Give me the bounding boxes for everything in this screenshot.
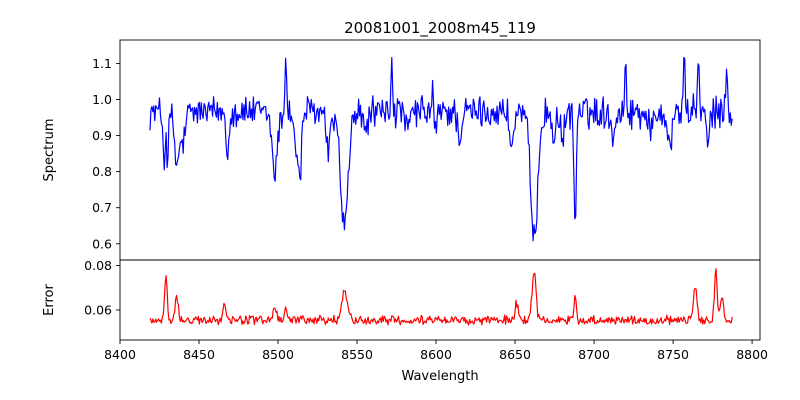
spectrum-ytick-label: 0.6	[92, 236, 112, 251]
xtick-label: 8650	[499, 347, 531, 362]
spectrum-axes-frame	[119, 39, 761, 261]
xtick-label: 8450	[183, 347, 215, 362]
spectrum-ytick-label: 0.8	[92, 164, 112, 179]
error-series-line	[149, 268, 733, 326]
spectrum-axis-label: Spectrum	[42, 119, 57, 182]
chart-title: 20081001_2008m45_119	[344, 19, 536, 38]
xtick-label: 8500	[262, 347, 294, 362]
xtick-label: 8700	[578, 347, 610, 362]
error-panel: 0.06 0.08 8400 8450 8500 8550 8600 8650 8700 8750…	[84, 258, 768, 362]
spectrum-ytick-label: 1.1	[92, 56, 112, 71]
spectrum-panel: 0.6 0.7 0.8 0.9 1.0 1.1	[92, 39, 761, 261]
xtick-label: 8550	[341, 347, 373, 362]
spectrum-ytick-label: 0.9	[92, 128, 112, 143]
error-axis-label: Error	[42, 284, 57, 316]
error-axes-frame	[119, 259, 761, 341]
xtick-label: 8400	[104, 347, 136, 362]
error-ytick-label: 0.06	[84, 303, 112, 318]
spectrum-ytick-label: 1.0	[92, 92, 112, 107]
xtick-label: 8800	[736, 347, 768, 362]
spectrum-series-line	[149, 56, 733, 242]
spectrum-ytick-label: 0.7	[92, 200, 112, 215]
wavelength-axis-label: Wavelength	[401, 369, 478, 384]
xtick-label: 8600	[420, 347, 452, 362]
error-ytick-label: 0.08	[84, 258, 112, 273]
xtick-label: 8750	[657, 347, 689, 362]
